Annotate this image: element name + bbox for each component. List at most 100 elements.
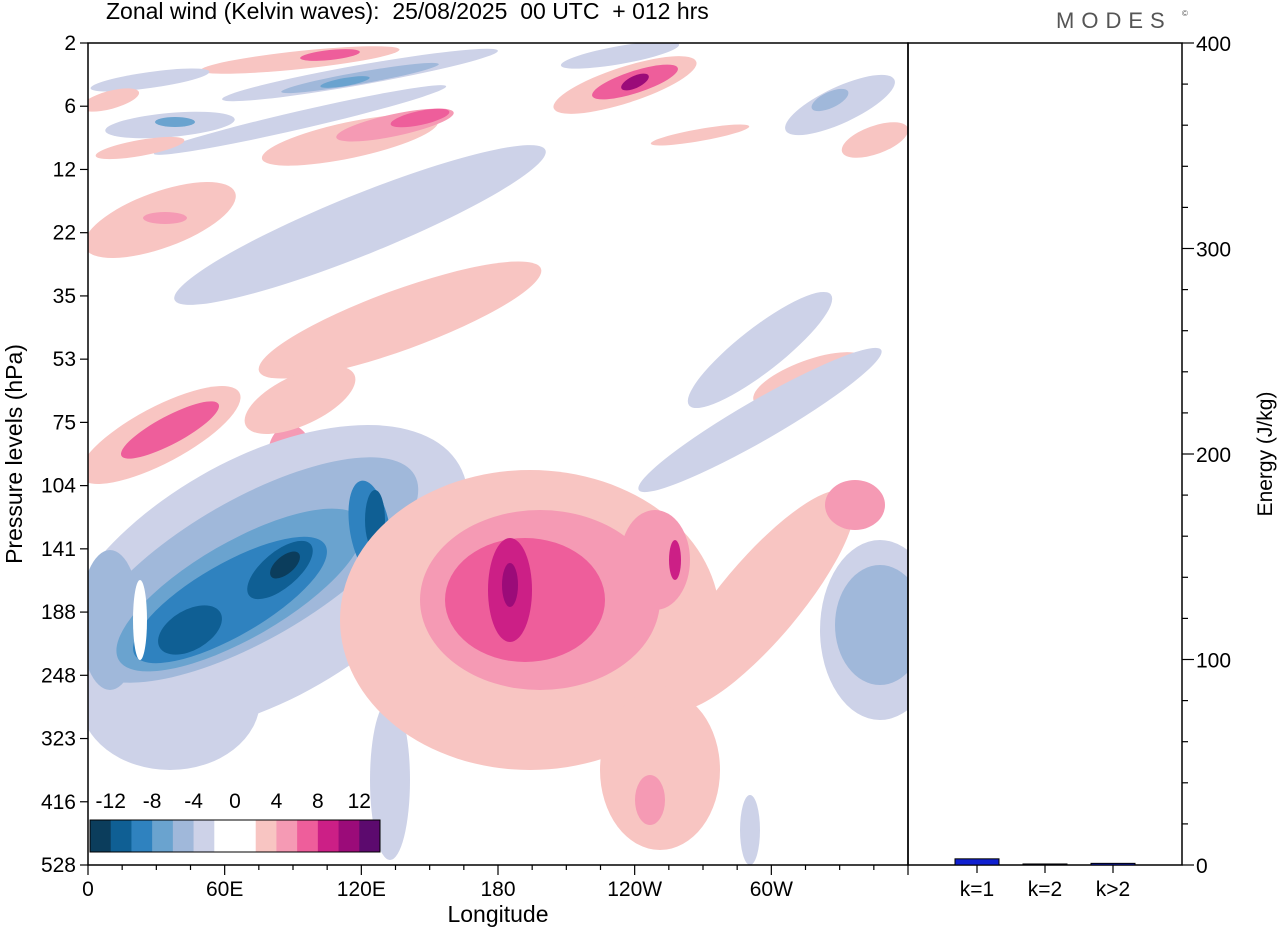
contour-shape <box>621 73 649 91</box>
colorbar-swatch <box>214 820 236 852</box>
contour-shape <box>835 565 908 685</box>
colorbar-labels: -12 -8 -4 0 4 8 12 <box>96 790 371 813</box>
contour-shape <box>90 68 210 92</box>
colorbar-swatch <box>255 820 277 852</box>
colorbar-swatch <box>152 820 174 852</box>
energy-tick-label: 400 <box>1196 33 1231 56</box>
contour-shape <box>88 88 140 112</box>
contour-shape <box>600 690 720 850</box>
energy-bar <box>954 858 1000 866</box>
contour-shape <box>785 74 895 136</box>
x-tick-label: 180 <box>480 878 515 901</box>
contour-shape <box>320 76 370 88</box>
x-tick-label: 120W <box>607 878 662 901</box>
colorbar-swatch <box>235 820 257 852</box>
contour-shape <box>635 775 665 825</box>
contour-shape <box>740 795 760 865</box>
y-tick-label: 35 <box>53 285 76 308</box>
y-tick-label: 12 <box>53 158 76 181</box>
y-tick-label: 2 <box>64 32 76 55</box>
contour-shape <box>153 85 447 155</box>
contour-shape <box>133 580 147 660</box>
contour-shape <box>158 605 222 655</box>
colorbar-label: 0 <box>229 790 241 813</box>
colorbar-label: -8 <box>143 790 162 813</box>
x-tick-label: 120E <box>337 878 386 901</box>
contour-shape <box>825 480 885 530</box>
y-tick-label: 6 <box>64 95 76 118</box>
contour-shape <box>390 108 450 128</box>
colorbar-swatch <box>276 820 298 852</box>
x-tick-label: 0 <box>82 878 94 901</box>
x-axis-label: Longitude <box>447 901 548 927</box>
energy-bar <box>1090 862 1136 866</box>
contour-shape <box>841 122 908 158</box>
contour-shape <box>95 136 185 160</box>
contour-shape <box>244 365 356 435</box>
energy-panel-frame <box>907 42 1183 866</box>
energy-axis-label: Energy (J/kg) <box>1254 392 1277 517</box>
y-tick-label: 104 <box>41 475 76 498</box>
contour-shape <box>120 401 220 459</box>
energy-bar-label: k=1 <box>960 878 994 901</box>
colorbar-swatch <box>193 820 215 852</box>
contour-shape <box>650 124 750 146</box>
colorbar-frame <box>89 819 381 853</box>
colorbar-swatch <box>359 820 381 852</box>
y-tick-label: 53 <box>53 348 76 371</box>
colorbar-swatch <box>338 820 360 852</box>
y-tick-label: 75 <box>53 411 76 434</box>
x-tick-label: 60W <box>750 878 793 901</box>
y-tick-label: 141 <box>41 538 76 561</box>
contour-shape <box>664 489 856 711</box>
contour-shape <box>687 291 833 409</box>
energy-bar-label: k>2 <box>1096 878 1130 901</box>
contour-shape <box>270 551 300 579</box>
x-tick-label: 60E <box>206 878 243 901</box>
contour-shape <box>300 49 360 61</box>
contour-shape <box>811 88 849 112</box>
colorbar-swatch <box>131 820 153 852</box>
contour-shape <box>560 43 680 69</box>
energy-axis: 0 100 200 300 400 <box>1182 33 1231 878</box>
colorbar-label: 4 <box>271 790 283 813</box>
colorbar-label: 12 <box>348 790 371 813</box>
logo-copyright-mark: © <box>1182 9 1188 18</box>
colorbar-label: -12 <box>96 790 126 813</box>
x-axis: 0 60E 120E 180 120W 60W <box>82 865 909 901</box>
contour-shape <box>669 540 681 580</box>
y-tick-label: 188 <box>41 601 76 624</box>
colorbar-swatch <box>90 820 112 852</box>
y-tick-label: 416 <box>41 791 76 814</box>
contour-shape <box>638 347 882 493</box>
colorbar-swatch <box>297 820 319 852</box>
y-tick-label: 323 <box>41 728 76 751</box>
colorbar-swatch <box>172 820 195 852</box>
colorbar-swatch <box>317 820 340 852</box>
y-axis: 2 6 12 22 35 53 75 104 141 188 248 323 416 528 <box>41 32 88 877</box>
energy-tick-label: 0 <box>1196 855 1208 878</box>
colorbar-label: 8 <box>312 790 324 813</box>
contour-shape <box>502 563 518 607</box>
modes-logo: MODES <box>1056 8 1172 33</box>
y-tick-label: 22 <box>53 222 76 245</box>
contour-shape <box>174 145 546 305</box>
contour-shape <box>620 510 690 610</box>
contour-shape <box>155 117 195 127</box>
energy-bars: k=1 k=2 k>2 <box>954 858 1136 901</box>
energy-tick-label: 300 <box>1196 239 1231 262</box>
y-axis-label: Pressure levels (hPa) <box>1 344 27 564</box>
chart-title: Zonal wind (Kelvin waves): 25/08/2025 00… <box>106 0 709 24</box>
energy-bar-label: k=2 <box>1028 878 1062 901</box>
colorbar <box>89 819 381 853</box>
contour-shape <box>143 212 187 224</box>
energy-tick-label: 100 <box>1196 650 1231 673</box>
energy-tick-label: 200 <box>1196 444 1231 467</box>
colorbar-swatch <box>110 820 132 852</box>
y-tick-label: 248 <box>41 664 76 687</box>
y-tick-label: 528 <box>41 854 76 877</box>
colorbar-label: -4 <box>184 790 203 813</box>
energy-bar <box>1022 863 1068 866</box>
contour-shape <box>258 261 542 379</box>
